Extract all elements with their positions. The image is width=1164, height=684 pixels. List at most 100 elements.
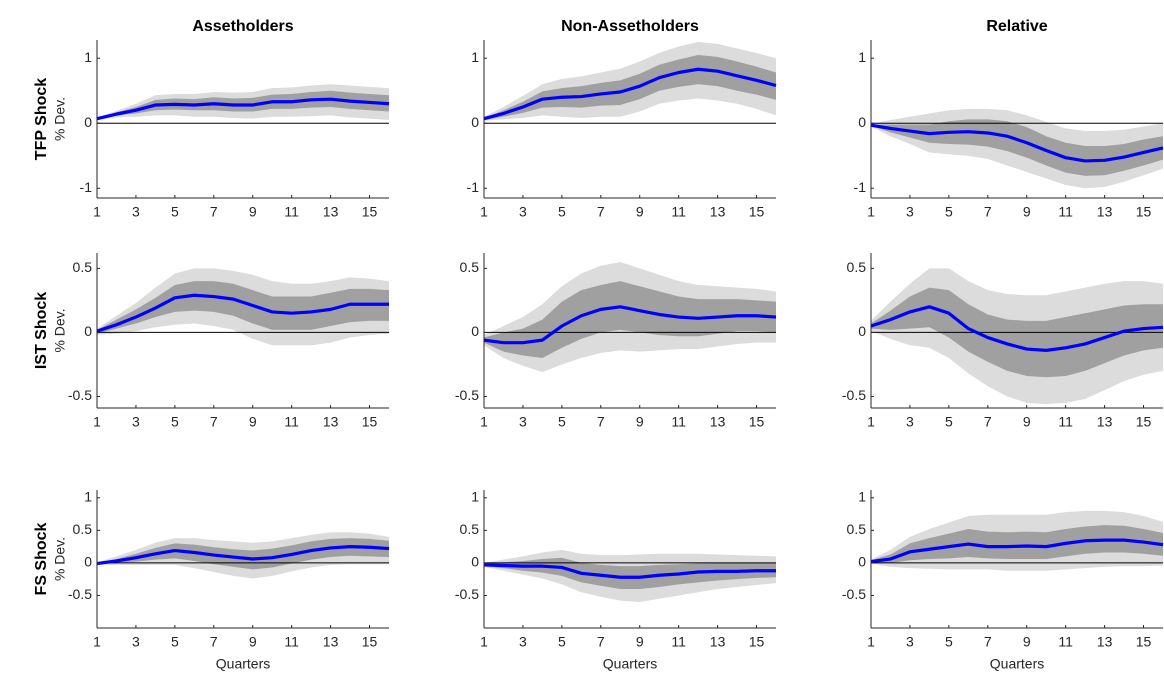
x-tick-label: 13 [323,204,339,220]
panel-title: Relative [986,18,1047,35]
y-tick-label: 0 [858,554,866,570]
x-tick-label: 9 [636,634,644,650]
y-tick-label: -1 [854,179,867,195]
x-tick-label: 11 [1058,204,1073,220]
x-tick-label: 1 [93,634,101,650]
x-tick-label: 9 [1023,414,1031,430]
x-tick-label: 9 [636,414,644,430]
confidence-band [97,538,389,570]
x-tick-label: 3 [519,414,527,430]
y-tick-label: 0.5 [460,521,480,537]
panel-title: Non-Assetholders [561,18,699,35]
x-tick-label: 9 [1023,204,1031,220]
x-tick-label: 3 [132,634,140,650]
x-tick-label: 5 [945,414,953,430]
x-tick-label: 1 [867,204,875,220]
x-tick-label: 7 [984,634,992,650]
x-tick-label: 11 [1058,414,1073,430]
x-tick-label: 11 [671,204,686,220]
confidence-band [871,525,1163,563]
x-tick-label: 15 [1136,414,1152,430]
confidence-band [484,557,776,589]
median-line [483,67,777,121]
x-tick-label: 1 [867,634,875,650]
x-tick-label: 9 [1023,634,1031,650]
panel-title: Assetholders [192,18,293,35]
y-tick-label: 0 [471,323,479,339]
x-tick-label: 13 [1097,204,1113,220]
x-tick-label: 1 [480,204,488,220]
y-tick-label: 1 [84,49,92,65]
x-tick-label: 15 [1136,204,1152,220]
y-tick-label: -0.5 [68,586,92,602]
x-tick-label: 9 [636,204,644,220]
x-tick-label: 15 [362,414,378,430]
x-tick-label: 3 [906,634,914,650]
y-tick-label: 0 [471,554,479,570]
x-tick-label: 9 [249,634,257,650]
y-tick-label: 1 [471,489,479,505]
x-tick-label: 3 [132,204,140,220]
row-label: TFP Shock [33,78,50,160]
y-axis-label: % Dev. [52,97,68,141]
x-tick-label: 9 [249,414,257,430]
y-tick-label: 1 [84,489,92,505]
y-tick-label: 0 [84,114,92,130]
x-tick-label: 1 [93,414,101,430]
x-tick-label: 5 [558,634,566,650]
confidence-band [484,281,776,359]
y-tick-label: 1 [858,49,866,65]
x-tick-label: 7 [984,414,992,430]
x-tick-label: 5 [171,414,179,430]
x-tick-label: 7 [597,634,605,650]
x-tick-label: 15 [362,634,378,650]
median-line [870,538,1164,564]
x-tick-label: 7 [984,204,992,220]
y-tick-label: 1 [471,49,479,65]
x-tick-label: 11 [284,414,299,430]
y-axis-label: % Dev. [52,537,68,581]
y-tick-label: -1 [80,179,93,195]
y-tick-label: -0.5 [455,586,479,602]
median-line [870,305,1164,352]
x-tick-label: 3 [906,204,914,220]
x-tick-label: 11 [284,634,299,650]
x-tick-label: 5 [171,204,179,220]
x-tick-label: 13 [323,414,339,430]
x-axis-label: Quarters [216,656,270,672]
y-tick-label: 0 [84,554,92,570]
x-tick-label: 15 [749,414,765,430]
x-tick-label: 11 [671,634,686,650]
median-line [870,123,1164,163]
x-tick-label: 7 [597,204,605,220]
x-tick-label: 5 [171,634,179,650]
x-tick-label: 13 [710,414,726,430]
x-tick-label: 13 [323,634,339,650]
x-tick-label: 13 [1097,414,1113,430]
y-tick-label: -0.5 [455,387,479,403]
x-tick-label: 5 [558,414,566,430]
y-axis-label: % Dev. [52,308,68,352]
y-tick-label: 0 [858,114,866,130]
y-tick-label: -0.5 [68,387,92,403]
median-line [96,545,390,566]
x-tick-label: 5 [558,204,566,220]
x-tick-label: 13 [710,204,726,220]
x-tick-label: 15 [749,204,765,220]
x-tick-label: 15 [362,204,378,220]
x-tick-label: 5 [945,204,953,220]
x-tick-label: 13 [1097,634,1113,650]
y-tick-label: 0.5 [73,521,93,537]
y-tick-label: 0.5 [847,259,867,275]
y-tick-label: 0.5 [73,259,93,275]
x-tick-label: 9 [249,204,257,220]
x-tick-label: 7 [597,414,605,430]
x-tick-label: 3 [132,414,140,430]
row-label: FS Shock [33,522,50,595]
x-tick-label: 7 [210,204,218,220]
confidence-band [97,281,389,334]
x-tick-label: 1 [93,204,101,220]
x-tick-label: 3 [519,204,527,220]
x-tick-label: 11 [284,204,299,220]
